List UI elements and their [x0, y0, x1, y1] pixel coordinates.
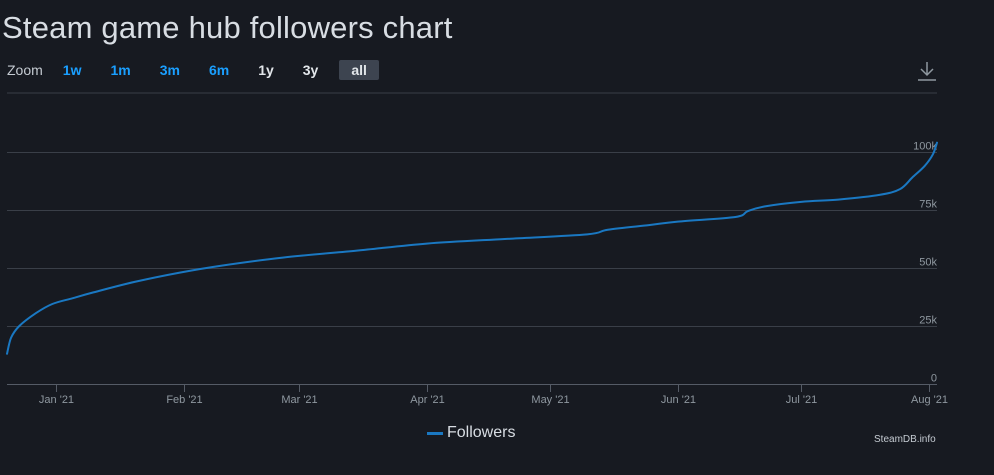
zoom-all-button[interactable]: all: [339, 60, 379, 80]
zoom-6m-button[interactable]: 6m: [208, 62, 230, 78]
x-tick-label: Aug '21: [911, 394, 948, 406]
legend-item-followers[interactable]: Followers: [427, 424, 515, 442]
x-tick-label: Apr '21: [410, 394, 445, 406]
y-tick-label: 50k: [919, 257, 937, 269]
y-tick-label: 0: [931, 373, 937, 385]
x-tick-label: Jan '21: [39, 394, 74, 406]
zoom-1y-button[interactable]: 1y: [258, 62, 274, 78]
legend-label: Followers: [447, 424, 516, 441]
zoom-3m-button[interactable]: 3m: [159, 62, 180, 78]
x-tick-label: Mar '21: [281, 394, 317, 406]
x-tick-label: May '21: [531, 394, 569, 406]
legend-swatch: [427, 431, 443, 435]
y-tick-label: 75k: [919, 199, 937, 211]
y-tick-label: 25k: [919, 315, 937, 327]
x-tick-label: Jul '21: [786, 394, 817, 406]
zoom-bar: Zoom 1w 1m 3m 6m 1y 3y all: [7, 59, 392, 81]
x-tick-label: Feb '21: [166, 394, 202, 406]
zoom-3y-button[interactable]: 3y: [302, 62, 319, 78]
steamdb-credit: SteamDB.info: [874, 434, 936, 445]
chart-title: Steam game hub followers chart: [2, 10, 453, 45]
download-icon[interactable]: [916, 60, 938, 82]
series-line-followers: [6, 141, 938, 355]
x-tick-label: Jun '21: [661, 394, 696, 406]
zoom-1w-button[interactable]: 1w: [62, 62, 82, 78]
y-tick-label: 100k: [913, 141, 937, 153]
zoom-1m-button[interactable]: 1m: [110, 62, 131, 78]
zoom-label: Zoom: [7, 62, 43, 78]
